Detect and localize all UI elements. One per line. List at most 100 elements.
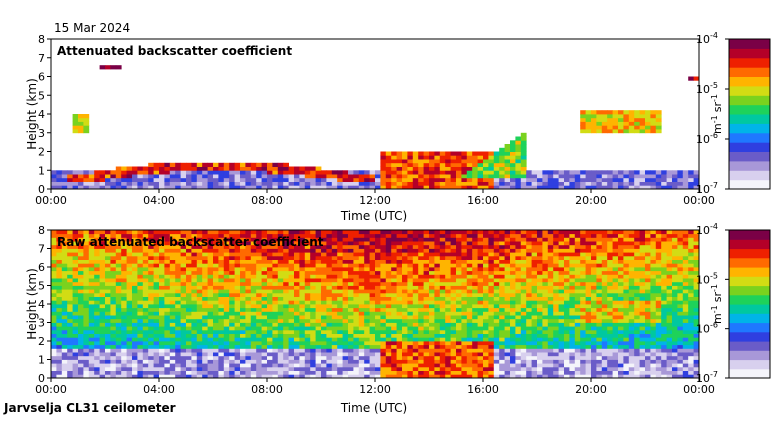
heatmap-cell <box>316 293 322 297</box>
heatmap-cell <box>267 174 273 178</box>
heatmap-cell <box>343 363 349 367</box>
heatmap-cell <box>337 326 343 330</box>
heatmap-cell <box>94 282 100 286</box>
heatmap-cell <box>407 278 413 282</box>
heatmap-cell <box>526 308 532 312</box>
heatmap-cell <box>402 274 408 278</box>
heatmap-cell <box>699 77 705 81</box>
heatmap-cell <box>569 274 575 278</box>
heatmap-cell <box>359 330 365 334</box>
heatmap-cell <box>569 319 575 323</box>
heatmap-cell <box>569 271 575 275</box>
heatmap-cell <box>537 260 543 264</box>
heatmap-cell <box>418 249 424 253</box>
heatmap-cell <box>591 297 597 301</box>
heatmap-cell <box>332 230 338 234</box>
heatmap-cell <box>332 234 338 238</box>
heatmap-cell <box>348 252 354 256</box>
heatmap-cell <box>310 304 316 308</box>
heatmap-cell <box>353 271 359 275</box>
heatmap-cell <box>294 170 300 174</box>
heatmap-cell <box>159 267 165 271</box>
heatmap-cell <box>267 326 273 330</box>
heatmap-cell <box>602 118 608 122</box>
heatmap-cell <box>332 330 338 334</box>
heatmap-cell <box>386 271 392 275</box>
heatmap-cell <box>451 234 457 238</box>
heatmap-cell <box>191 326 197 330</box>
heatmap-cell <box>83 304 89 308</box>
heatmap-cell <box>116 178 122 182</box>
heatmap-cell <box>413 267 419 271</box>
heatmap-cell <box>397 245 403 249</box>
heatmap-cell <box>586 110 592 114</box>
heatmap-cell <box>94 293 100 297</box>
heatmap-cell <box>229 267 235 271</box>
heatmap-cell <box>402 311 408 315</box>
heatmap-cell <box>321 304 327 308</box>
heatmap-cell <box>467 152 473 156</box>
heatmap-cell <box>110 326 116 330</box>
heatmap-cell <box>580 178 586 182</box>
heatmap-cell <box>181 363 187 367</box>
heatmap-cell <box>618 170 624 174</box>
heatmap-cell <box>478 249 484 253</box>
heatmap-cell <box>370 174 376 178</box>
heatmap-cell <box>391 311 397 315</box>
heatmap-cell <box>402 308 408 312</box>
heatmap-cell <box>580 300 586 304</box>
heatmap-cell <box>429 260 435 264</box>
heatmap-cell <box>467 245 473 249</box>
heatmap-cell <box>656 129 662 133</box>
heatmap-cell <box>413 278 419 282</box>
heatmap-cell <box>499 360 505 364</box>
heatmap-cell <box>386 300 392 304</box>
heatmap-cell <box>569 289 575 293</box>
heatmap-cell <box>456 297 462 301</box>
heatmap-cell <box>348 256 354 260</box>
heatmap-cell <box>456 271 462 275</box>
heatmap-cell <box>370 263 376 267</box>
heatmap-cell <box>116 326 122 330</box>
heatmap-cell <box>154 282 160 286</box>
heatmap-cell <box>148 348 154 352</box>
heatmap-cell <box>488 371 494 375</box>
heatmap-cell <box>159 311 165 315</box>
heatmap-cell <box>235 170 241 174</box>
heatmap-cell <box>575 289 581 293</box>
heatmap-cell <box>370 286 376 290</box>
heatmap-cell <box>105 371 111 375</box>
heatmap-cell <box>191 278 197 282</box>
heatmap-cell <box>56 300 62 304</box>
heatmap-cell <box>515 174 521 178</box>
heatmap-cell <box>181 267 187 271</box>
heatmap-cell <box>413 159 419 163</box>
heatmap-cell <box>316 334 322 338</box>
heatmap-cell <box>575 178 581 182</box>
heatmap-cell <box>559 234 565 238</box>
heatmap-cell <box>424 267 430 271</box>
heatmap-cell <box>364 330 370 334</box>
heatmap-cell <box>56 178 62 182</box>
heatmap-cell <box>451 348 457 352</box>
heatmap-cell <box>564 363 570 367</box>
heatmap-cell <box>251 323 257 327</box>
heatmap-cell <box>586 271 592 275</box>
heatmap-cell <box>100 174 106 178</box>
heatmap-cell <box>105 274 111 278</box>
heatmap-cell <box>505 308 511 312</box>
heatmap-cell <box>488 237 494 241</box>
heatmap-cell <box>429 352 435 356</box>
heatmap-cell <box>316 263 322 267</box>
heatmap-cell <box>386 286 392 290</box>
heatmap-cell <box>510 363 516 367</box>
heatmap-cell <box>580 334 586 338</box>
heatmap-cell <box>105 174 111 178</box>
heatmap-cell <box>564 297 570 301</box>
heatmap-cell <box>580 267 586 271</box>
heatmap-cell <box>559 237 565 241</box>
heatmap-cell <box>478 352 484 356</box>
heatmap-cell <box>100 311 106 315</box>
heatmap-cell <box>407 159 413 163</box>
heatmap-cell <box>505 271 511 275</box>
